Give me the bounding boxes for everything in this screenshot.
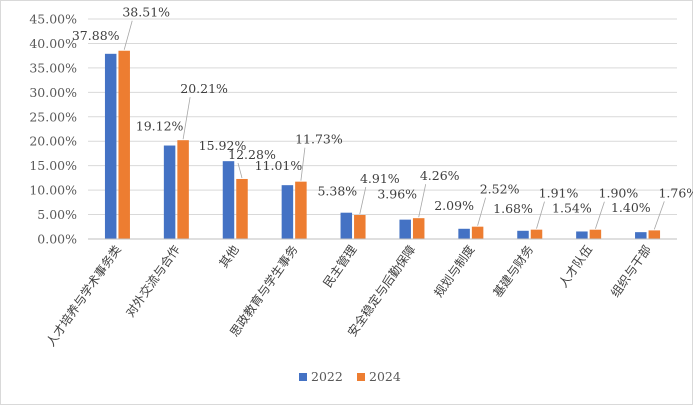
bar-2024 xyxy=(530,229,543,239)
data-label-2022: 5.38% xyxy=(317,184,357,199)
y-tick-label: 45.00% xyxy=(29,12,77,27)
bar-2024 xyxy=(354,214,366,239)
data-label-2022: 15.92% xyxy=(199,138,247,153)
leader-line xyxy=(123,20,133,50)
data-label-2024: 20.21% xyxy=(180,81,228,96)
data-label-2022: 3.96% xyxy=(377,187,417,202)
data-label-2022: 2.09% xyxy=(434,198,474,213)
bar-2022 xyxy=(399,219,411,239)
bar-2022 xyxy=(163,145,176,239)
data-label-2024: 4.26% xyxy=(420,168,460,183)
y-tick-label: 40.00% xyxy=(29,36,77,51)
data-label-2022: 37.88% xyxy=(72,28,120,43)
bar-2022 xyxy=(458,228,470,239)
bar-2022 xyxy=(576,231,588,239)
category-label: 规划与制度 xyxy=(431,242,478,300)
category-label: 对外交流与合作 xyxy=(122,242,182,319)
data-label-2024: 4.91% xyxy=(360,171,400,186)
category-label: 基建与财务 xyxy=(489,242,536,300)
leader-line xyxy=(536,201,545,229)
bar-2024 xyxy=(471,226,484,239)
leader-line xyxy=(359,186,367,215)
y-tick-label: 0.00% xyxy=(37,232,77,247)
y-tick-label: 15.00% xyxy=(29,158,77,173)
leader-line xyxy=(477,197,486,226)
data-label-2022: 11.01% xyxy=(255,158,303,173)
category-label: 人才培养与学术事务类 xyxy=(43,242,124,349)
bar-2024 xyxy=(177,140,189,239)
leader-line xyxy=(182,97,191,140)
bar-2022 xyxy=(281,185,294,239)
category-label: 民主管理 xyxy=(320,242,360,290)
bar-2024 xyxy=(589,229,602,239)
leader-line xyxy=(653,201,665,230)
category-label: 组织与干部 xyxy=(607,242,654,300)
data-label-2024: 2.52% xyxy=(480,182,520,197)
bar-2024 xyxy=(118,50,130,240)
y-tick-label: 20.00% xyxy=(29,134,77,149)
data-labels: 37.88%38.51% 19.12% 20.21% 15.92%12.28%11.0… xyxy=(72,5,693,216)
bar-2022 xyxy=(340,212,353,239)
bar-2022 xyxy=(222,161,235,239)
leader-line xyxy=(595,201,605,229)
data-label-2022: 1.68% xyxy=(493,201,533,216)
bar-2024 xyxy=(295,181,307,239)
y-tick-label: 5.00% xyxy=(37,207,77,222)
category-label: 其他 xyxy=(216,243,241,271)
data-label-2024: 11.73% xyxy=(295,132,343,147)
leader-line xyxy=(300,147,306,181)
data-label-2024: 1.90% xyxy=(599,186,639,201)
bar-2022 xyxy=(104,53,117,240)
leader-line xyxy=(237,162,243,179)
y-tick-label: 35.00% xyxy=(29,60,77,75)
data-label-2022: 1.40% xyxy=(611,200,651,215)
data-label-2022: 19.12% xyxy=(136,119,184,134)
data-label-2024: 1.91% xyxy=(539,186,579,201)
data-label-2024: 1.76% xyxy=(658,185,693,200)
y-tick-label: 10.00% xyxy=(29,183,77,198)
data-label-2024: 12.28% xyxy=(228,147,276,162)
legend-swatch-2024 xyxy=(357,373,365,381)
legend-swatch-2022 xyxy=(299,373,307,381)
bar-2024 xyxy=(236,178,248,239)
category-label: 人才队伍 xyxy=(555,242,595,290)
bar-2024 xyxy=(412,218,425,239)
y-tick-label: 25.00% xyxy=(29,109,77,124)
bar-2024 xyxy=(648,230,661,239)
bars xyxy=(104,50,661,240)
legend: 2022 2024 xyxy=(299,369,401,384)
y-tick-label: 30.00% xyxy=(29,85,77,100)
leader-line xyxy=(418,184,427,218)
bar-2022 xyxy=(635,232,647,239)
data-label-2024: 38.51% xyxy=(122,5,170,20)
bar-2022 xyxy=(517,230,529,239)
label-leader-lines xyxy=(123,20,665,230)
legend-label-2024: 2024 xyxy=(369,369,401,384)
y-axis: 0.00% 5.00% 10.00% 15.00% 20.00% 25.00% 30.00%… xyxy=(29,12,77,247)
legend-label-2022: 2022 xyxy=(311,369,343,384)
data-label-2022: 1.54% xyxy=(552,200,592,215)
